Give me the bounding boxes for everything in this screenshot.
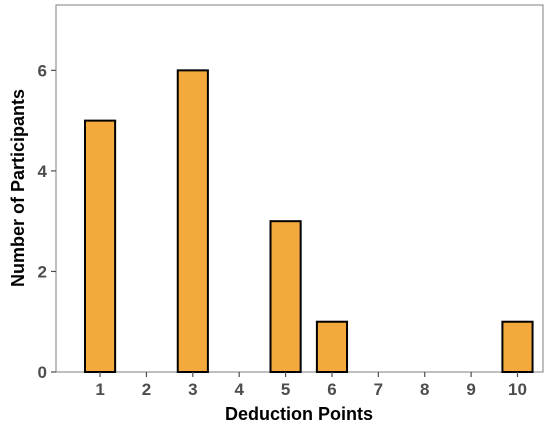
bar-5 [269,220,302,373]
y-tick-label-0: 0 [38,363,47,382]
x-tick-label-5: 5 [281,380,290,399]
x-tick-label-4: 4 [234,380,244,399]
x-axis-ticks: 1 2 3 4 5 6 7 8 9 10 [95,372,527,399]
x-tick-label-7: 7 [374,380,383,399]
x-tick-label-8: 8 [420,380,429,399]
bar-3 [176,69,209,373]
y-tick-label-4: 4 [38,162,48,181]
bars-layer [83,69,534,373]
x-tick-label-6: 6 [327,380,336,399]
y-axis-title: Number of Participants [8,89,28,287]
x-tick-label-3: 3 [188,380,197,399]
bar-6 [315,320,349,373]
bar-1 [83,119,117,373]
x-tick-label-10: 10 [508,380,527,399]
y-tick-label-2: 2 [38,262,47,281]
y-axis-ticks: 0 2 4 6 [38,61,56,382]
y-tick-label-6: 6 [38,61,47,80]
x-axis-title: Deduction Points [225,404,373,424]
bar-10 [501,320,534,373]
x-tick-label-9: 9 [466,380,475,399]
x-tick-label-2: 2 [142,380,151,399]
x-tick-label-1: 1 [95,380,104,399]
